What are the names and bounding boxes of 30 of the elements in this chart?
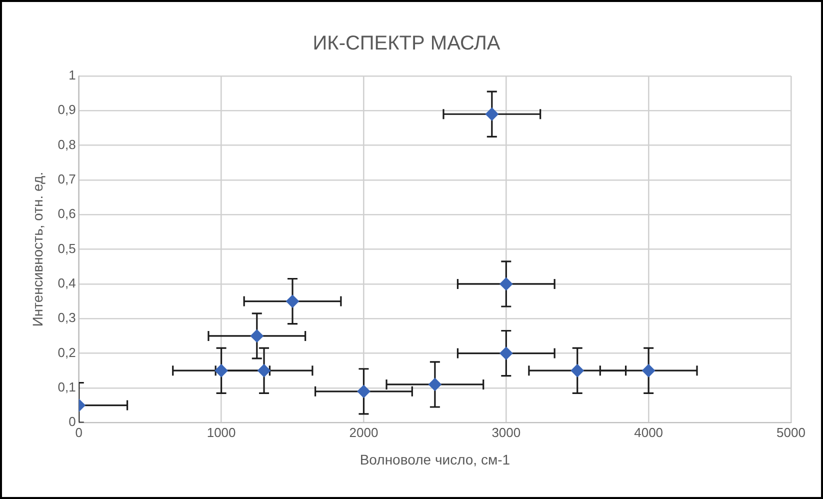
x-tick-label: 2000 (349, 424, 378, 440)
y-tick-label: 0,3 (58, 310, 76, 326)
y-axis-title: Интенсивность, отн. ед. (29, 172, 46, 327)
y-tick-label: 0,6 (58, 206, 76, 222)
y-tick-label: 0,8 (58, 136, 76, 152)
point (500, 346, 513, 360)
y-tick-label: 0,2 (58, 344, 76, 360)
point (258, 364, 271, 378)
point (642, 364, 656, 378)
x-tick-label: 3000 (492, 424, 521, 440)
y-tick-label: 0,7 (58, 172, 76, 187)
y-tick-label: 0,5 (58, 240, 76, 256)
point (286, 294, 300, 308)
chart-title: ИК-СПЕКТР МАСЛА (312, 32, 501, 55)
point (485, 108, 498, 121)
y-tick-label: 0,9 (58, 102, 76, 118)
y-tick-label: 0,4 (58, 276, 76, 291)
y-tick-label: 0,1 (58, 380, 76, 395)
point (357, 384, 370, 398)
point (428, 378, 442, 391)
y-tick-label: 0 (68, 414, 76, 430)
x-tick-label: 5000 (776, 424, 806, 440)
point (500, 277, 513, 290)
x-tick-label: 4000 (634, 424, 664, 440)
point (570, 364, 584, 378)
point (250, 329, 264, 342)
x-tick-label: 1000 (206, 424, 236, 440)
x-axis-title: Волноволе число, см-1 (360, 451, 510, 468)
y-tick-label: 1 (68, 68, 76, 83)
point (214, 364, 228, 378)
